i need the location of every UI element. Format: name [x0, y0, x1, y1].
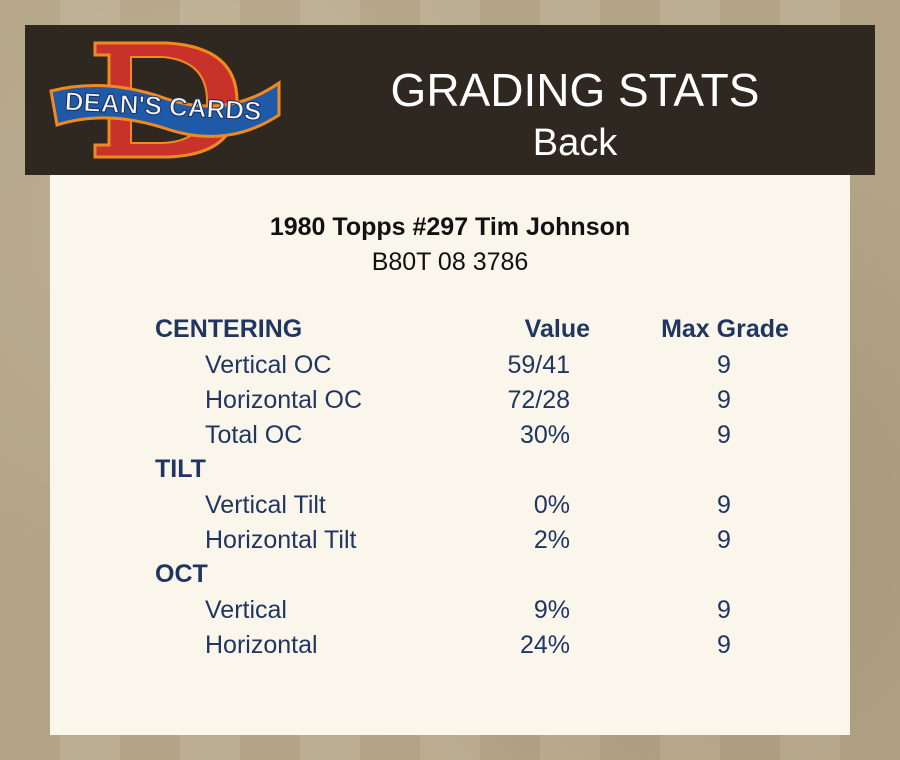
section-oct: OCT: [50, 560, 850, 595]
row-max-grade: 9: [717, 351, 731, 379]
row-value: 0%: [533, 491, 570, 519]
table-row: Total OC 30% 9: [50, 421, 850, 456]
table-row: Horizontal Tilt 2% 9: [50, 526, 850, 561]
section-centering: CENTERING Value Max Grade: [50, 315, 850, 350]
cert-number: B80T 08 3786: [371, 248, 529, 276]
table-row: Vertical 9% 9: [50, 596, 850, 631]
row-label: Vertical: [205, 596, 287, 624]
stats-panel: 1980 Topps #297 Tim Johnson B80T 08 3786…: [50, 175, 850, 735]
table-row: Horizontal 24% 9: [50, 631, 850, 666]
section-title: TILT: [155, 455, 206, 483]
row-max-grade: 9: [717, 631, 731, 659]
row-value: 9%: [533, 596, 570, 624]
row-label: Horizontal Tilt: [205, 526, 357, 554]
deans-cards-logo: DEAN'S CARDS: [49, 41, 281, 159]
row-max-grade: 9: [717, 386, 731, 414]
table-row: Vertical OC 59/41 9: [50, 351, 850, 386]
row-label: Vertical OC: [205, 351, 332, 379]
table-row: Vertical Tilt 0% 9: [50, 491, 850, 526]
row-value: 72/28: [507, 386, 570, 414]
section-tilt: TILT: [50, 455, 850, 490]
row-label: Horizontal: [205, 631, 318, 659]
header-banner: DEAN'S CARDS GRADING STATS Back: [25, 25, 875, 175]
row-label: Vertical Tilt: [205, 491, 326, 519]
max-grade-column-header: Max Grade: [661, 315, 789, 343]
page-subtitle: Back: [532, 122, 618, 164]
row-value: 59/41: [507, 351, 570, 379]
card-name: 1980 Topps #297 Tim Johnson: [269, 213, 631, 241]
row-value: 24%: [519, 631, 570, 659]
row-label: Total OC: [205, 421, 303, 449]
row-label: Horizontal OC: [205, 386, 362, 414]
row-max-grade: 9: [717, 491, 731, 519]
section-title: OCT: [155, 560, 208, 588]
section-title: CENTERING: [155, 315, 303, 343]
row-value: 30%: [519, 421, 570, 449]
row-value: 2%: [533, 526, 570, 554]
value-column-header: Value: [524, 315, 590, 343]
row-max-grade: 9: [717, 596, 731, 624]
page-title: GRADING STATS: [390, 64, 760, 116]
row-max-grade: 9: [717, 526, 731, 554]
row-max-grade: 9: [717, 421, 731, 449]
table-row: Horizontal OC 72/28 9: [50, 386, 850, 421]
